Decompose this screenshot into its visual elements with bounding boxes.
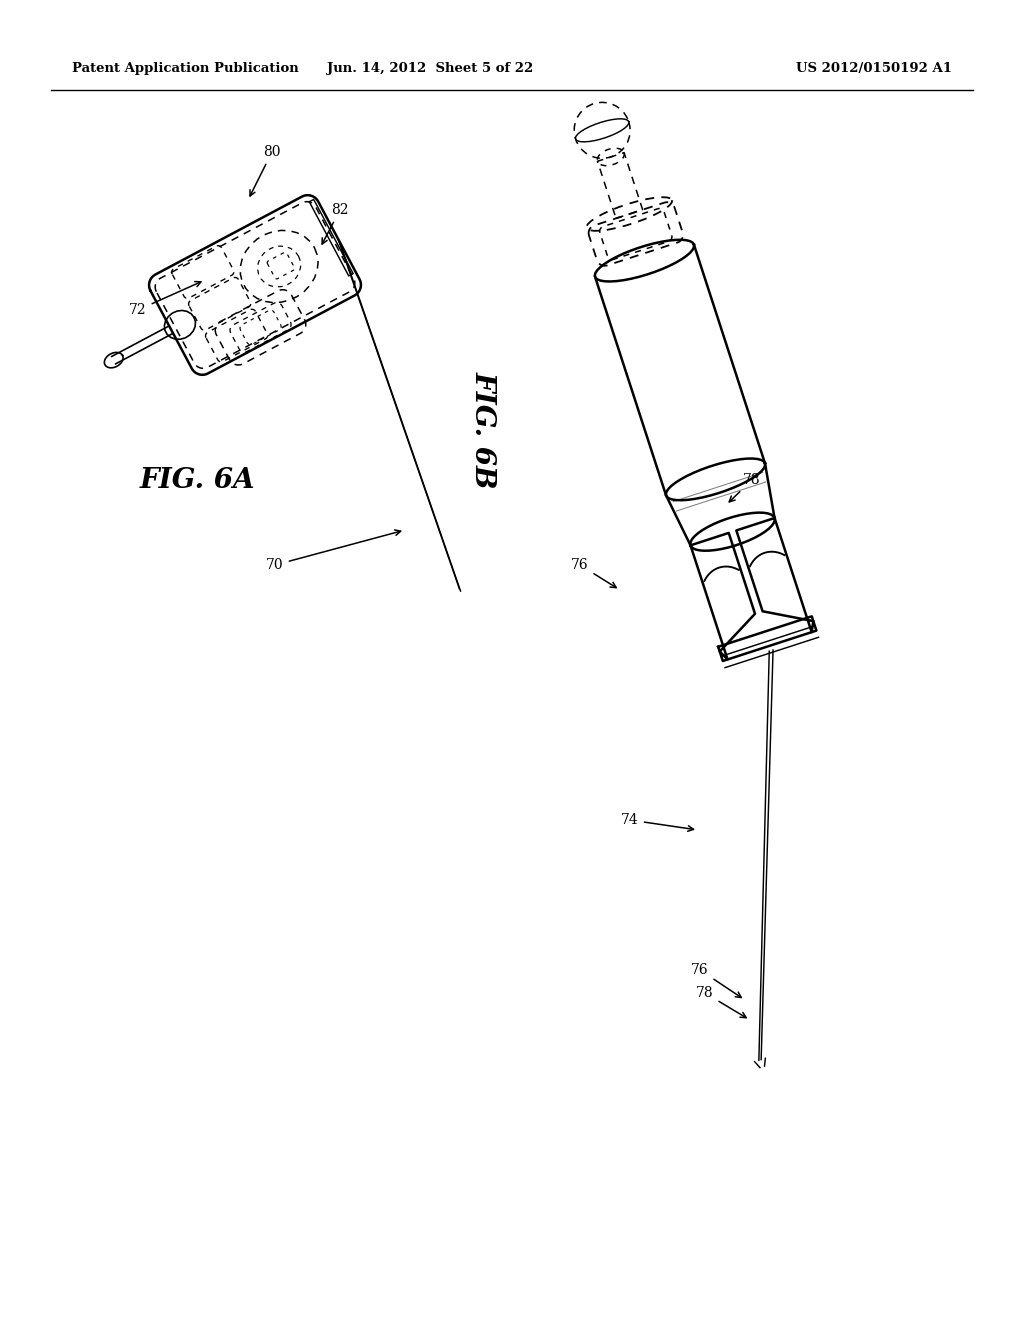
Text: 72: 72 bbox=[129, 281, 201, 317]
Text: Jun. 14, 2012  Sheet 5 of 22: Jun. 14, 2012 Sheet 5 of 22 bbox=[327, 62, 534, 75]
Text: 82: 82 bbox=[323, 203, 349, 244]
Text: 70: 70 bbox=[266, 529, 400, 572]
Text: Patent Application Publication: Patent Application Publication bbox=[72, 62, 299, 75]
Text: 78: 78 bbox=[696, 986, 746, 1018]
Text: 78: 78 bbox=[729, 473, 761, 502]
Text: 76: 76 bbox=[571, 558, 616, 587]
Text: FIG. 6B: FIG. 6B bbox=[470, 371, 497, 488]
Text: FIG. 6A: FIG. 6A bbox=[140, 466, 256, 494]
Text: 76: 76 bbox=[691, 964, 741, 998]
Text: 80: 80 bbox=[250, 145, 281, 195]
Text: 74: 74 bbox=[622, 813, 693, 832]
Text: US 2012/0150192 A1: US 2012/0150192 A1 bbox=[796, 62, 952, 75]
